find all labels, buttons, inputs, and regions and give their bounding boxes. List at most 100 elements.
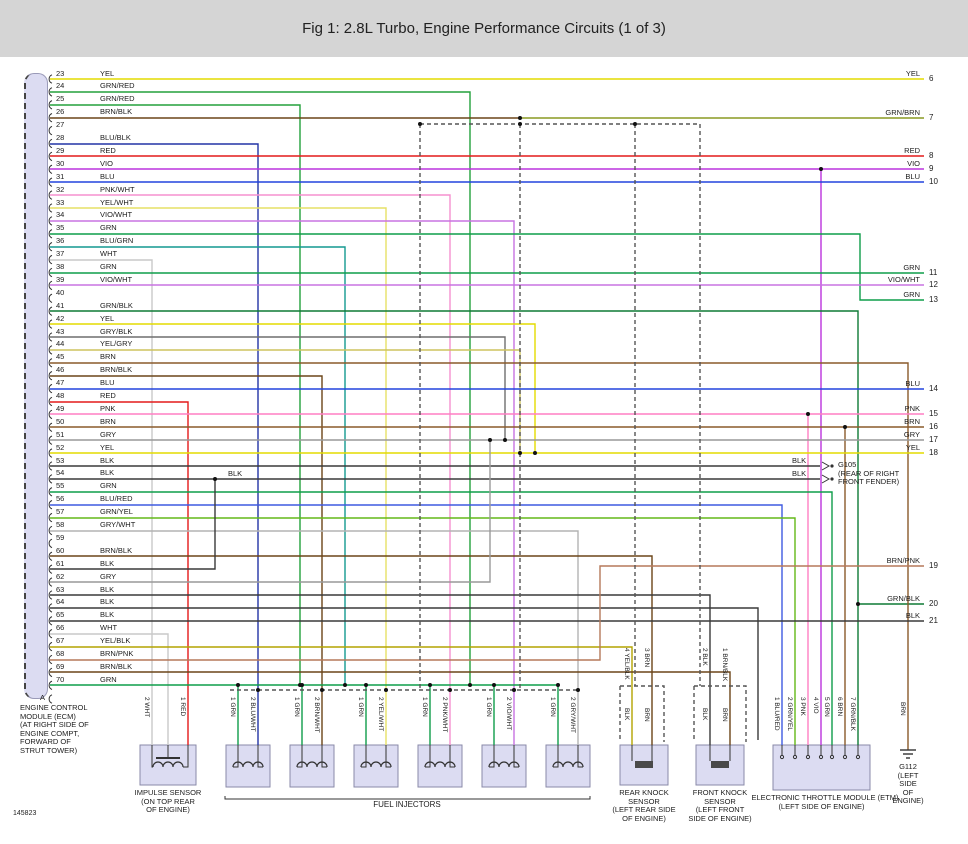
junction-dot — [213, 477, 217, 481]
ecm-pin-number: 35 — [56, 223, 65, 233]
wire-color-label: BLU/BLK — [100, 133, 131, 142]
junction-dot — [533, 451, 537, 455]
ecm-pin-number: 59 — [56, 532, 65, 542]
wire-color-label-vertical: 1 GRN — [293, 697, 300, 717]
right-terminal-number: 13 — [929, 294, 938, 304]
ecm-pin-contact — [48, 538, 53, 549]
right-terminal-label: BLU — [905, 171, 920, 181]
ground-label-g112: G112 — [899, 762, 917, 771]
wire-blk — [50, 594, 711, 745]
ecm-pin-number: 32 — [56, 184, 65, 194]
ground-label-g112: OF — [902, 787, 914, 797]
wire-color-label: GRN/BLK — [100, 300, 133, 310]
ecm-label: STRUT TOWER) — [20, 745, 78, 755]
ecm-pin-contact — [48, 138, 53, 149]
coil-symbol — [360, 761, 392, 768]
ecm-pin-number: 43 — [56, 326, 65, 336]
component-lead — [297, 745, 303, 768]
ecm-pin-number: 53 — [56, 455, 65, 465]
wire-color-label-vertical: 1 GRN — [357, 697, 364, 717]
ecm-pin-number: 38 — [56, 262, 65, 271]
ecm-pin-number: 70 — [56, 674, 65, 684]
ecm-pin-number: 45 — [56, 352, 65, 362]
component-lead — [449, 745, 455, 768]
component-label: OF ENGINE) — [622, 813, 666, 823]
ecm-pin-contact — [48, 203, 53, 213]
wire-color-label: YEL/WHT — [100, 197, 134, 207]
component-label: SENSOR — [628, 796, 660, 806]
component-lead — [553, 745, 559, 768]
right-terminal-number: 15 — [929, 408, 938, 418]
ecm-pin-number: 41 — [56, 300, 65, 310]
terminal-circle — [805, 754, 811, 760]
wire-color-label-vertical: 1 GRN — [421, 697, 428, 717]
right-terminal-label: BLK — [905, 610, 920, 620]
injectors-bracket — [224, 796, 591, 800]
ecm-pin-contact — [48, 216, 53, 226]
wire-pnk-wht — [50, 194, 451, 745]
ecm-pin-number: 64 — [56, 597, 65, 607]
wire-yel — [50, 323, 536, 453]
ecm-pin-contact — [48, 74, 53, 84]
wire-blk — [50, 479, 216, 570]
title-bar: Fig 1: 2.8L Turbo, Engine Performance Ci… — [0, 0, 968, 57]
right-terminal-label: GRN — [903, 289, 920, 299]
junction-dot — [384, 688, 388, 692]
right-terminal-number: 21 — [929, 615, 938, 625]
ecm-pin-contact — [48, 177, 53, 187]
ecm-pin-contact — [48, 435, 53, 445]
wire-label: BLK — [792, 456, 807, 465]
right-terminal-label: BRN/PNK — [886, 555, 920, 565]
ecm-pin-contact — [48, 280, 53, 291]
inline-connector-icon — [830, 464, 834, 468]
wire-red — [50, 401, 189, 745]
wire-color-label-vertical: 2 VIO/WHT — [505, 697, 512, 731]
ecm-pin-number: 26 — [56, 107, 65, 117]
wire-color-label: BRN/BLK — [100, 107, 133, 117]
ecm-pin-number: 54 — [56, 468, 65, 478]
junction-dot — [236, 683, 240, 687]
right-terminal-number: 8 — [929, 150, 934, 160]
wire-color-label-vertical: BLK — [623, 708, 630, 721]
wire-blu-blk — [50, 143, 259, 745]
wire-color-label-vertical: 1 RED — [179, 697, 186, 717]
wire-color-label-vertical: 3 BRN — [643, 648, 650, 668]
wire-vio-wht — [50, 220, 515, 745]
ecm-pin-contact — [48, 267, 53, 278]
wire-grn — [50, 491, 833, 745]
wire-blk — [50, 607, 759, 740]
junction-dot — [428, 683, 432, 687]
ecm-pin-number: 62 — [56, 571, 65, 581]
wire-color-label: GRN — [100, 674, 117, 684]
wire-color-label-vertical: BRN — [899, 702, 906, 716]
terminal-circle — [855, 754, 861, 760]
ecm-pin-number: 46 — [56, 365, 65, 375]
wire-color-label: BRN — [100, 352, 116, 362]
ecm-pin-contact — [48, 629, 53, 639]
wire-brn-blk — [50, 555, 653, 745]
right-terminal-label: YEL — [905, 442, 920, 452]
wire-color-label: VIO/WHT — [100, 274, 133, 284]
component-label: (LEFT SIDE OF ENGINE) — [778, 801, 865, 811]
ecm-pin-number: 39 — [56, 274, 65, 284]
component-label: FRONT KNOCK — [692, 788, 748, 797]
ecm-pin-number: 37 — [56, 249, 65, 259]
junction-dot — [518, 451, 522, 455]
ecm-pin-contact — [48, 590, 53, 600]
ecm-pin-contact — [48, 125, 53, 136]
wire-color-label: YEL — [100, 313, 115, 323]
figure-title: Fig 1: 2.8L Turbo, Engine Performance Ci… — [302, 20, 666, 37]
wire-grn-red — [50, 91, 471, 685]
right-terminal-label: GRN/BLK — [887, 593, 920, 603]
ecm-label: FORWARD OF — [20, 737, 71, 746]
component-label: (LEFT FRONT — [695, 805, 745, 814]
component-label: (LEFT REAR SIDE — [612, 805, 676, 814]
wire-color-label: RED — [100, 391, 116, 400]
ecm-pin-contact — [48, 190, 53, 200]
ecm-pin-contact — [48, 164, 53, 174]
junction-dot — [633, 122, 637, 126]
ecm-pin-number: 57 — [56, 507, 65, 517]
right-terminal-number: 10 — [929, 176, 938, 186]
terminal-circle — [792, 754, 798, 760]
